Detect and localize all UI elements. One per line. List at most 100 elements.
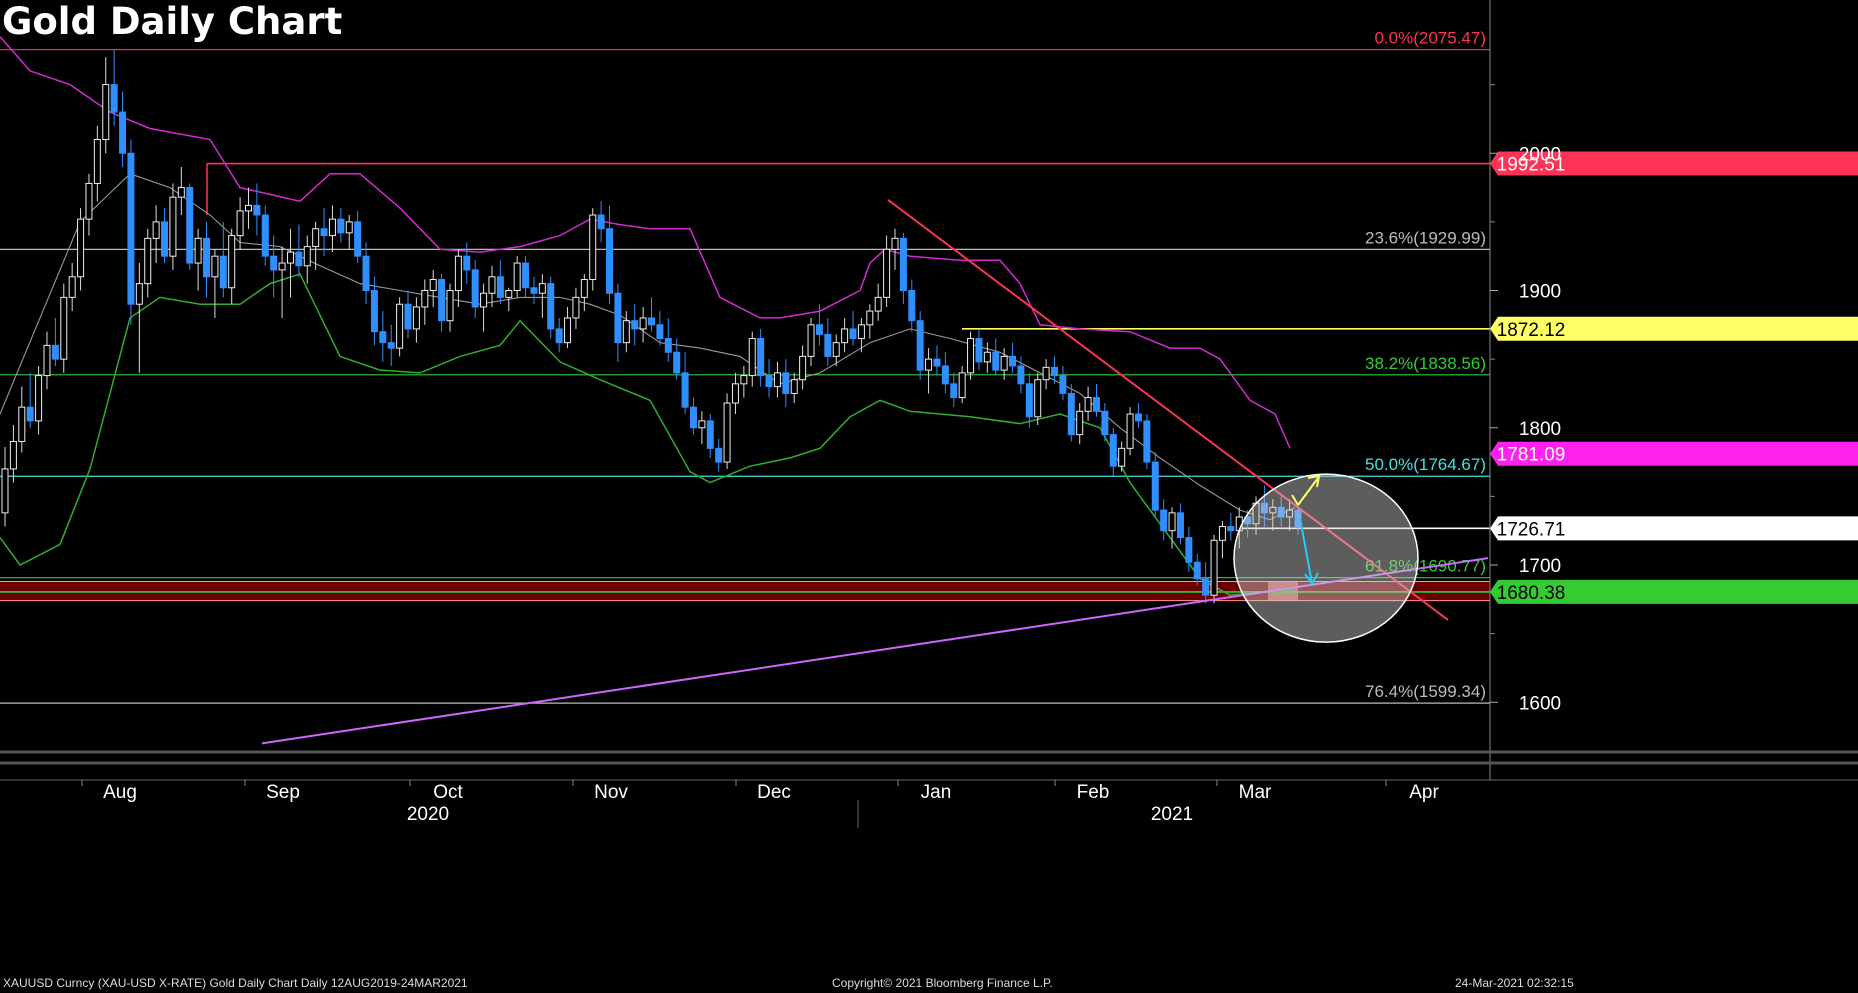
moving-average-line bbox=[0, 173, 1296, 521]
candle-up bbox=[93, 139, 101, 184]
x-tick-label: Nov bbox=[594, 782, 628, 803]
candle bbox=[731, 372, 739, 415]
candle bbox=[421, 279, 429, 325]
candle-up bbox=[68, 276, 76, 298]
candle-down bbox=[648, 317, 655, 326]
candle bbox=[547, 276, 555, 339]
candle-down bbox=[1109, 434, 1117, 467]
candle-down bbox=[1227, 526, 1235, 532]
candle-down bbox=[992, 351, 1000, 371]
candle bbox=[564, 306, 572, 349]
candle bbox=[1193, 554, 1201, 586]
candle bbox=[975, 328, 983, 371]
candle-down bbox=[1101, 410, 1109, 436]
candle bbox=[757, 328, 765, 387]
bullish-arrow bbox=[1297, 477, 1319, 506]
candle bbox=[152, 205, 160, 264]
candle-down bbox=[950, 383, 958, 399]
candle bbox=[639, 306, 647, 343]
candle-up bbox=[639, 317, 647, 330]
candle bbox=[1042, 359, 1050, 390]
candle-down bbox=[530, 287, 538, 294]
candle bbox=[77, 208, 85, 291]
candle-up bbox=[1076, 410, 1084, 436]
candle bbox=[1143, 414, 1151, 469]
candle-down bbox=[51, 344, 59, 360]
candle-down bbox=[463, 255, 471, 271]
candle-down bbox=[673, 351, 681, 374]
candle-down bbox=[1134, 413, 1142, 422]
price-tag: 1726.71 bbox=[1490, 516, 1858, 541]
highlight-circle bbox=[1233, 473, 1419, 643]
candle-up bbox=[1286, 509, 1294, 518]
candle-up bbox=[731, 383, 739, 404]
candle bbox=[51, 317, 59, 366]
candle bbox=[513, 256, 521, 298]
candle-down bbox=[1151, 461, 1159, 511]
y-tick-label: 2000 bbox=[1519, 144, 1561, 165]
price-tag-box bbox=[1490, 316, 1858, 341]
candle bbox=[278, 246, 286, 318]
candle bbox=[496, 260, 504, 305]
candle-down bbox=[547, 283, 555, 330]
candle bbox=[1185, 526, 1193, 572]
candle-up bbox=[488, 276, 496, 294]
candle bbox=[1067, 383, 1075, 442]
x-tick-label: Feb bbox=[1077, 782, 1110, 803]
candle-down bbox=[1176, 512, 1184, 539]
candle bbox=[219, 221, 227, 298]
candle bbox=[1084, 386, 1092, 421]
candle-up bbox=[958, 372, 966, 399]
candle bbox=[93, 125, 101, 202]
candle bbox=[211, 249, 219, 318]
candle bbox=[228, 228, 236, 305]
candle bbox=[454, 249, 462, 307]
candle-down bbox=[354, 221, 362, 257]
candle bbox=[748, 331, 756, 387]
candle bbox=[244, 187, 252, 229]
candle bbox=[1126, 407, 1134, 456]
candle-up bbox=[177, 187, 185, 198]
candle-down bbox=[379, 331, 387, 344]
candle-down bbox=[631, 320, 639, 330]
bollinger-upper-band bbox=[0, 36, 1291, 449]
candle bbox=[18, 386, 26, 453]
candle bbox=[1092, 383, 1100, 417]
year-label: 2020 bbox=[407, 804, 449, 825]
candle bbox=[782, 359, 790, 408]
candle bbox=[530, 276, 538, 305]
candle-up bbox=[698, 420, 706, 429]
fib-level-label: 50.0%(1764.67) bbox=[1365, 455, 1486, 474]
candle-down bbox=[815, 324, 823, 335]
price-tag-box bbox=[1490, 151, 1858, 176]
candle-down bbox=[941, 365, 949, 385]
candle bbox=[286, 228, 294, 298]
candle bbox=[992, 338, 1000, 376]
fib-level-label: 23.6%(1929.99) bbox=[1365, 228, 1486, 247]
candle bbox=[312, 221, 320, 270]
candle-up bbox=[967, 338, 975, 374]
candle-down bbox=[270, 255, 278, 271]
candle bbox=[580, 274, 588, 312]
fib-level-label: 0.0%(2075.47) bbox=[1374, 29, 1486, 48]
candle bbox=[1101, 403, 1109, 442]
candle-down bbox=[387, 342, 395, 349]
candle bbox=[446, 283, 454, 332]
bullish-arrow-head bbox=[1307, 474, 1321, 488]
candle-up bbox=[244, 204, 252, 212]
candle bbox=[790, 372, 798, 404]
candle bbox=[438, 274, 446, 332]
candle bbox=[689, 397, 697, 435]
candle-up bbox=[228, 235, 236, 289]
candle-up bbox=[538, 283, 546, 294]
candle bbox=[740, 365, 748, 398]
candle bbox=[1202, 562, 1210, 604]
candle bbox=[169, 183, 177, 270]
candle bbox=[715, 438, 723, 472]
candle-up bbox=[891, 237, 899, 250]
candle bbox=[135, 263, 143, 373]
candle-down bbox=[1009, 355, 1017, 367]
candle bbox=[648, 297, 655, 332]
candle bbox=[404, 290, 412, 339]
candle bbox=[1034, 372, 1042, 426]
